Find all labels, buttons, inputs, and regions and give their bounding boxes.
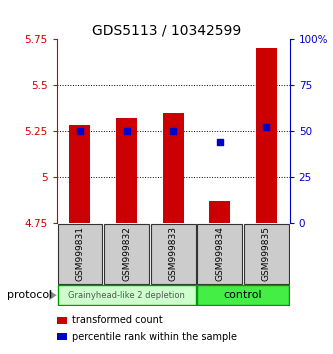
- FancyBboxPatch shape: [151, 224, 195, 284]
- Point: [217, 139, 222, 145]
- Text: GSM999834: GSM999834: [215, 227, 224, 281]
- Point: [77, 128, 83, 134]
- Text: control: control: [224, 290, 262, 300]
- Text: GDS5113 / 10342599: GDS5113 / 10342599: [92, 23, 241, 37]
- Bar: [256, 48, 277, 223]
- Bar: [116, 118, 137, 223]
- Text: transformed count: transformed count: [72, 315, 163, 325]
- Text: GSM999835: GSM999835: [262, 227, 271, 281]
- Text: protocol: protocol: [7, 290, 52, 300]
- Point: [264, 125, 269, 130]
- Point: [170, 128, 176, 134]
- FancyBboxPatch shape: [104, 224, 149, 284]
- Text: Grainyhead-like 2 depletion: Grainyhead-like 2 depletion: [68, 291, 185, 300]
- Point: [124, 128, 129, 134]
- Bar: [209, 201, 230, 223]
- FancyBboxPatch shape: [58, 285, 195, 305]
- Bar: [69, 125, 90, 223]
- Text: percentile rank within the sample: percentile rank within the sample: [72, 332, 236, 342]
- FancyBboxPatch shape: [197, 224, 242, 284]
- FancyBboxPatch shape: [58, 224, 102, 284]
- Text: GSM999831: GSM999831: [75, 227, 85, 281]
- Text: GSM999832: GSM999832: [122, 227, 131, 281]
- Text: GSM999833: GSM999833: [168, 227, 178, 281]
- FancyBboxPatch shape: [197, 285, 289, 305]
- Bar: [163, 113, 184, 223]
- FancyBboxPatch shape: [244, 224, 289, 284]
